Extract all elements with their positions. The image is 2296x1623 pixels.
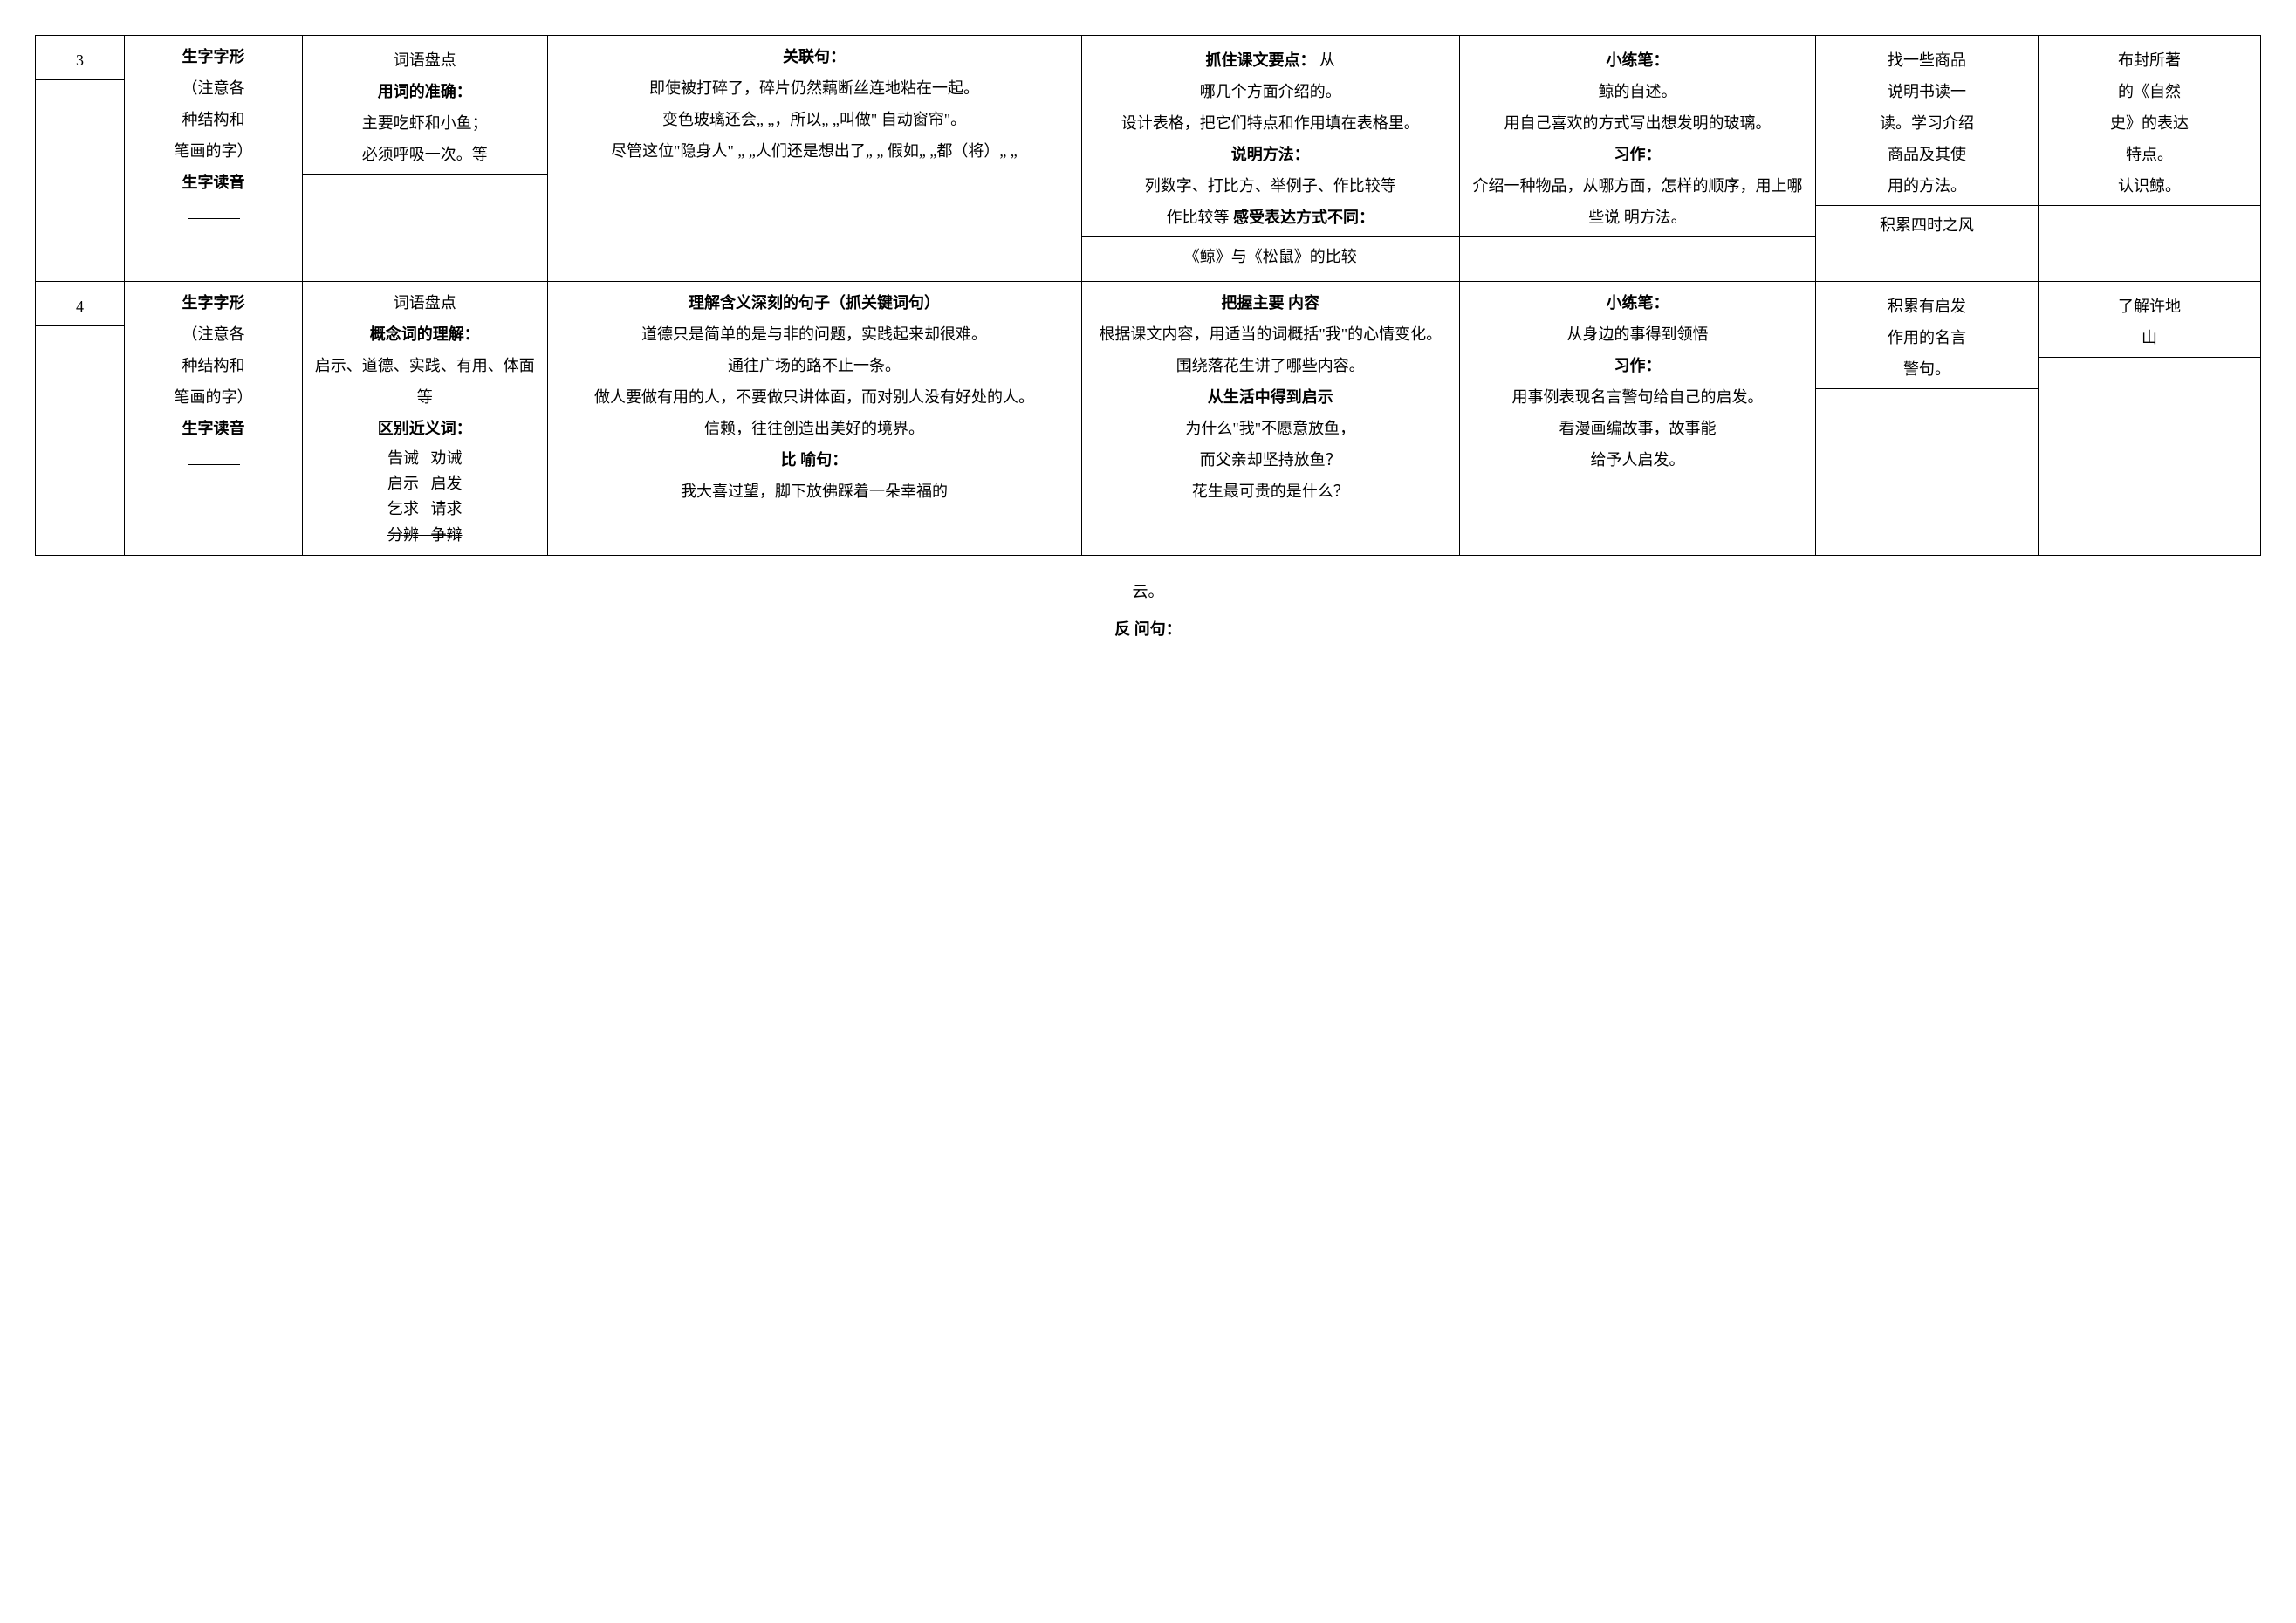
sentence-cell: 理解含义深刻的句子（抓关键词句）道德只是简单的是与非的问题，实践起来却很难。通往…: [547, 282, 1081, 556]
extension-cell: 布封所著的《自然史》的表达特点。认识鲸。: [2039, 36, 2261, 282]
writing-cell: 小练笔：从身边的事得到领悟习作：用事例表现名言警句给自己的启发。看漫画编故事，故…: [1460, 282, 1816, 556]
sentence-cell: 关联句：即使被打碎了，碎片仍然藕断丝连地粘在一起。变色玻璃还会„ „，所以„ „…: [547, 36, 1081, 282]
unit-number-cell: 3: [36, 36, 125, 282]
table-row: 3 生字字形（注意各种结构和笔画的字）生字读音词语盘点用词的准确：主要吃虾和小鱼…: [36, 36, 2261, 282]
unit-number-cell: 4: [36, 282, 125, 556]
char-study-cell: 生字字形（注意各种结构和笔画的字）生字读音: [125, 36, 303, 282]
document-page: 3 生字字形（注意各种结构和笔画的字）生字读音词语盘点用词的准确：主要吃虾和小鱼…: [35, 35, 2261, 648]
table-row: 4 生字字形（注意各种结构和笔画的字）生字读音词语盘点概念词的理解：启示、道德、…: [36, 282, 2261, 556]
char-study-cell: 生字字形（注意各种结构和笔画的字）生字读音: [125, 282, 303, 556]
curriculum-table: 3 生字字形（注意各种结构和笔画的字）生字读音词语盘点用词的准确：主要吃虾和小鱼…: [35, 35, 2261, 556]
overflow-line-1: 云。: [35, 573, 2261, 611]
comprehension-cell: 抓住课文要点： 从哪几个方面介绍的。设计表格，把它们特点和作用填在表格里。说明方…: [1081, 36, 1460, 282]
accumulation-cell: 找一些商品说明书读一读。学习介绍商品及其使用的方法。积累四时之风: [1816, 36, 2039, 282]
vocabulary-cell: 词语盘点用词的准确：主要吃虾和小鱼；必须呼吸一次。等: [303, 36, 548, 282]
vocabulary-cell: 词语盘点概念词的理解：启示、道德、实践、有用、体面等区别近义词：告诫 劝诫启示 …: [303, 282, 548, 556]
comprehension-cell: 把握主要 内容根据课文内容，用适当的词概括"我"的心情变化。围绕落花生讲了哪些内…: [1081, 282, 1460, 556]
overflow-continuation: 云。 反 问句：: [35, 573, 2261, 648]
accumulation-cell: 积累有启发作用的名言警句。: [1816, 282, 2039, 556]
overflow-line-2: 反 问句：: [35, 611, 2261, 648]
writing-cell: 小练笔：鲸的自述。用自己喜欢的方式写出想发明的玻璃。习作：介绍一种物品，从哪方面…: [1460, 36, 1816, 282]
extension-cell: 了解许地山: [2039, 282, 2261, 556]
